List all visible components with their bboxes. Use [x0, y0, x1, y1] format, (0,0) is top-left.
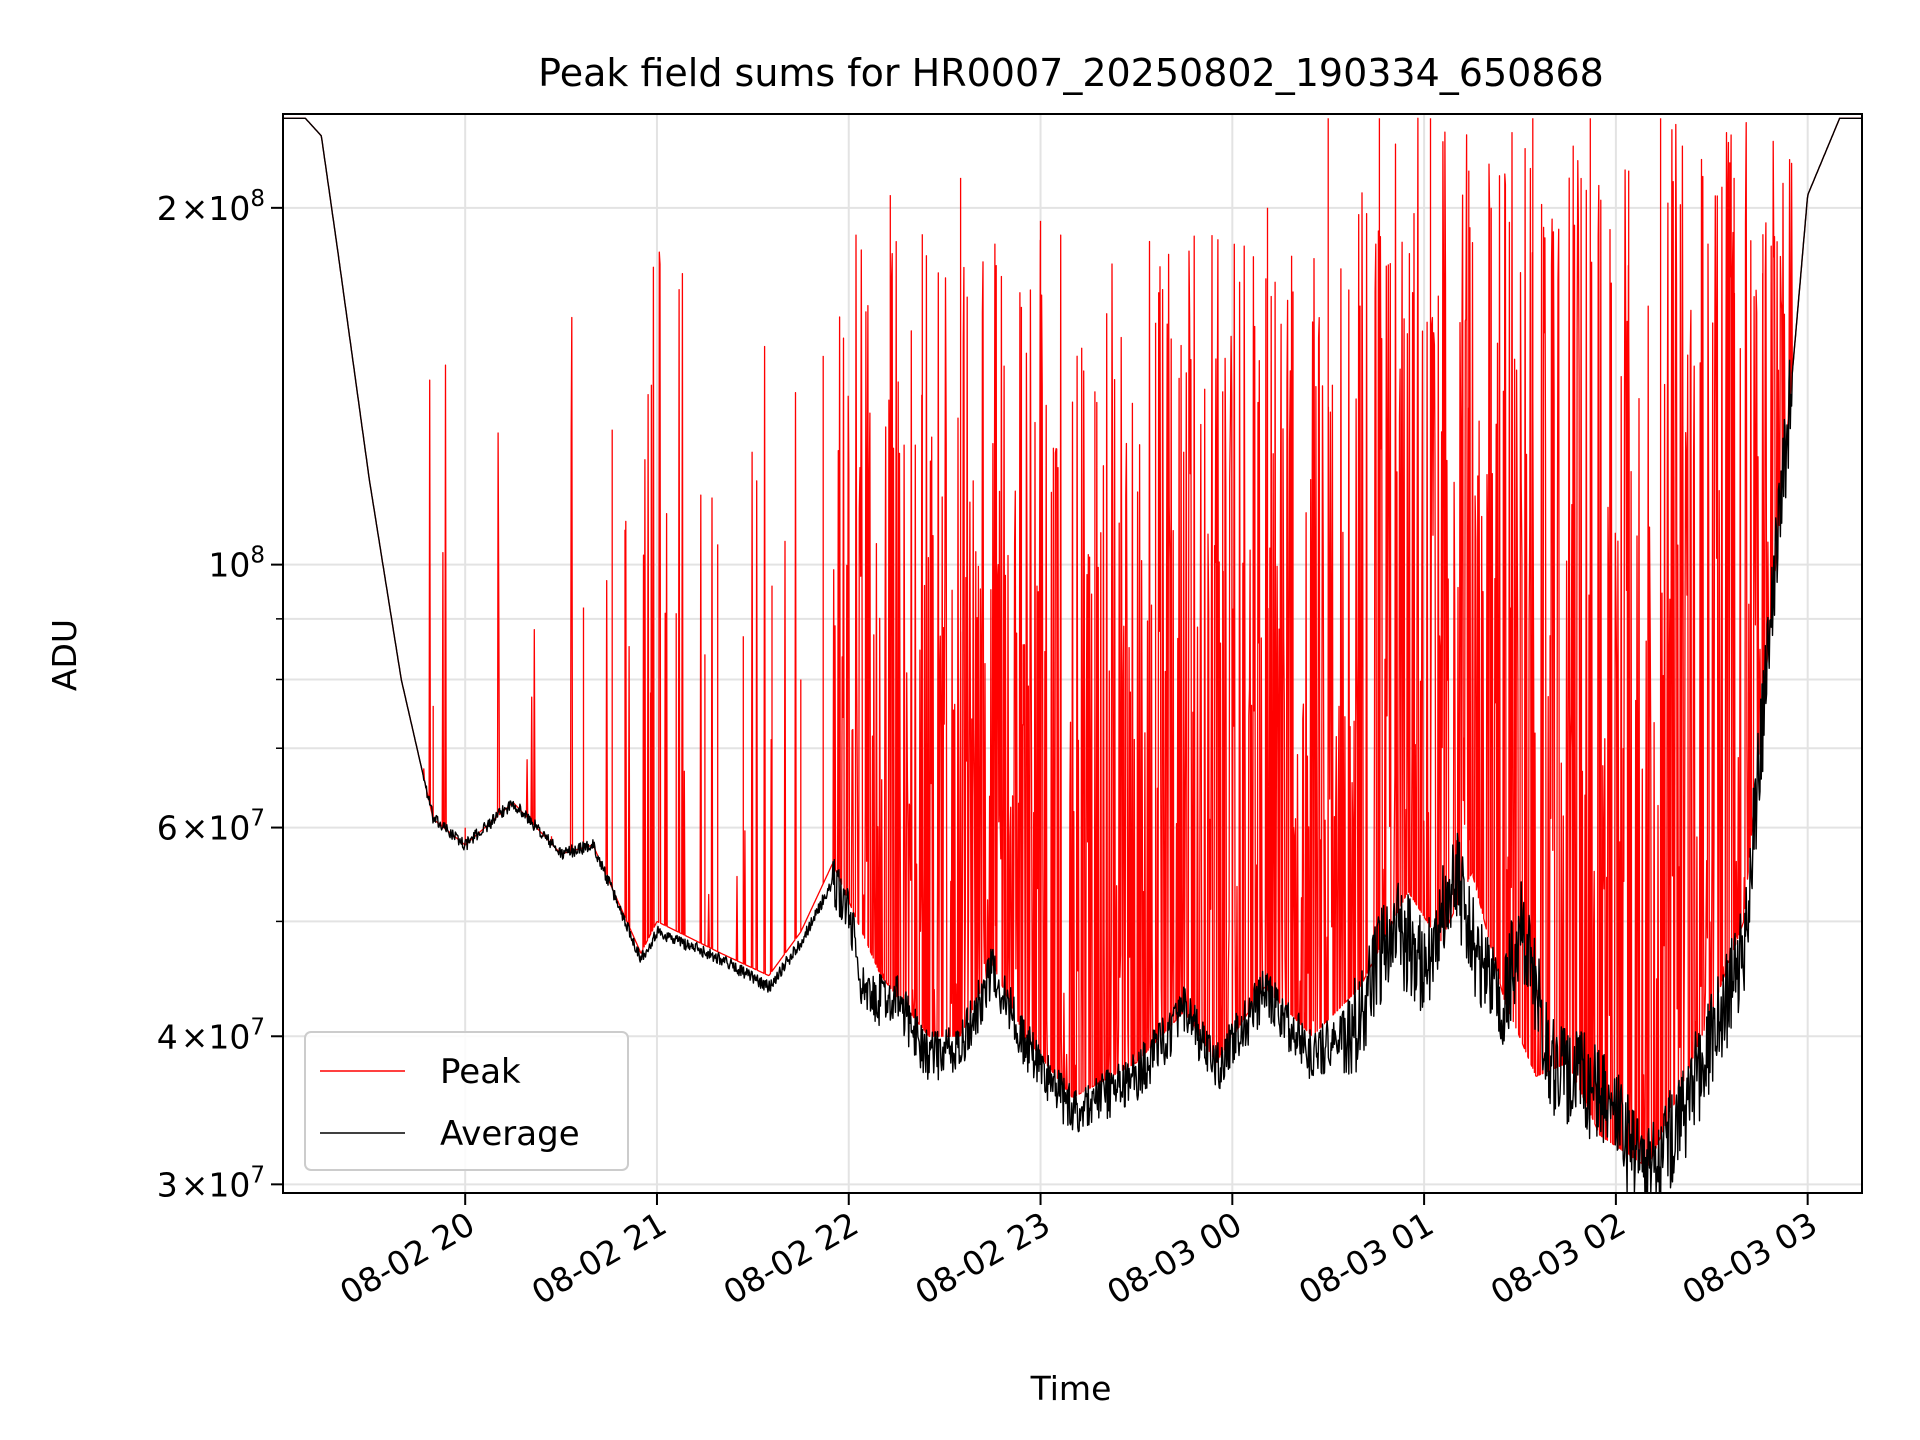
y-tick-label: 6×107: [157, 806, 265, 848]
legend-label-average: Average: [440, 1114, 580, 1154]
series-line-peak: [283, 117, 1862, 1168]
y-axis-label: ADU: [45, 619, 84, 691]
chart-title: Peak field sums for HR0007_20250802_1903…: [538, 51, 1604, 95]
legend: Peak Average: [304, 1031, 629, 1171]
y-tick-label: 2×108: [157, 186, 265, 228]
y-tick-label: 3×107: [157, 1162, 265, 1204]
legend-label-peak: Peak: [440, 1052, 521, 1092]
series-line-average: [283, 117, 1862, 1194]
series-layer: [283, 117, 1862, 1194]
legend-box: [304, 1031, 629, 1171]
plot-frame: [282, 113, 1863, 1194]
x-axis-label: Time: [1030, 1369, 1112, 1408]
y-tick-label: 108: [208, 543, 265, 585]
y-tick-label: 4×107: [157, 1014, 265, 1056]
